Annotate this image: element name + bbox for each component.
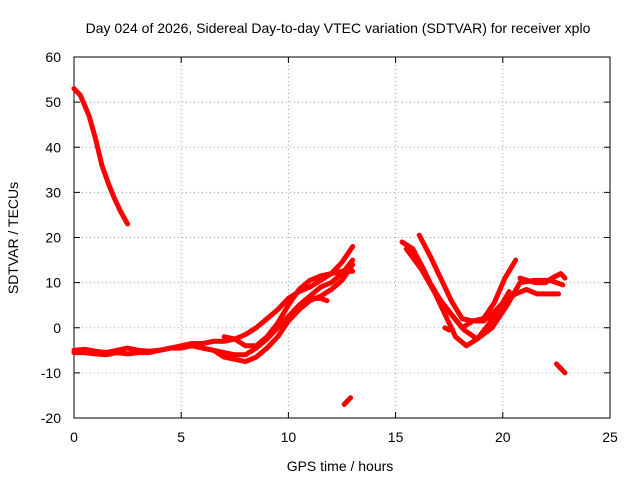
series-track-d bbox=[200, 262, 356, 365]
x-tick-label: 0 bbox=[70, 429, 78, 445]
series-track-e bbox=[221, 268, 356, 349]
series-track-h bbox=[399, 239, 512, 349]
series-track-g bbox=[341, 395, 354, 407]
series-track-m bbox=[442, 325, 452, 333]
series-track-j bbox=[416, 232, 519, 324]
series-group bbox=[71, 86, 568, 407]
series-track-l bbox=[517, 271, 568, 286]
series-track-f bbox=[296, 295, 330, 308]
x-tick-label: 10 bbox=[281, 429, 297, 445]
series-track-n bbox=[553, 361, 568, 376]
x-axis-label: GPS time / hours bbox=[287, 458, 394, 474]
y-axis-label: SDTVAR / TECUs bbox=[5, 182, 21, 294]
y-tick-label: 50 bbox=[45, 94, 61, 110]
y-tick-label: 20 bbox=[45, 230, 61, 246]
y-tick-label: 30 bbox=[45, 184, 61, 200]
series-track-a bbox=[71, 86, 131, 227]
y-tick-label: -20 bbox=[41, 410, 61, 426]
grid bbox=[74, 57, 610, 418]
x-tick-label: 5 bbox=[177, 429, 185, 445]
y-tick-label: 0 bbox=[53, 320, 61, 336]
x-tick-label: 15 bbox=[388, 429, 404, 445]
y-tick-label: 60 bbox=[45, 49, 61, 65]
x-tick-label: 25 bbox=[602, 429, 618, 445]
series-track-b bbox=[71, 244, 356, 356]
axis-ticks: 0 5 10 15 20 25 -20 -10 0 10 20 30 40 50 60 bbox=[41, 49, 618, 445]
x-tick-label: 20 bbox=[495, 429, 511, 445]
y-tick-label: 10 bbox=[45, 275, 61, 291]
chart-title: Day 024 of 2026, Sidereal Day-to-day VTE… bbox=[86, 20, 591, 36]
y-tick-label: -10 bbox=[41, 365, 61, 381]
y-tick-label: 40 bbox=[45, 139, 61, 155]
